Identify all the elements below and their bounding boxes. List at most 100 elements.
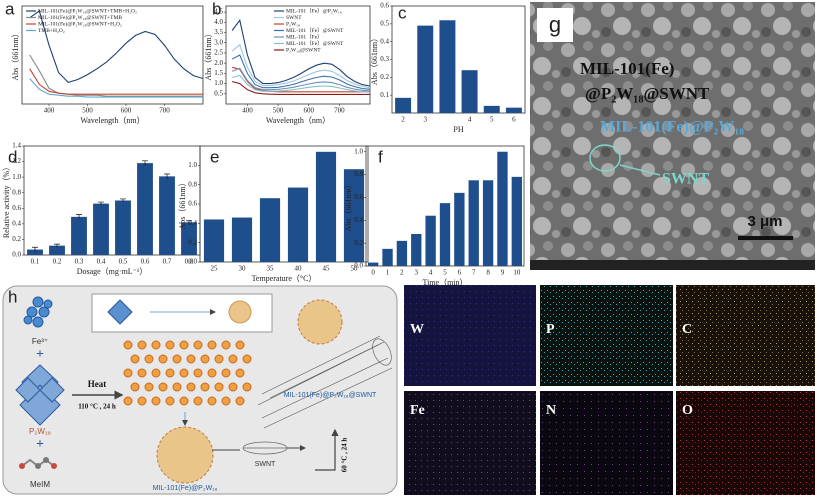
- y-tick-label: 1.5: [214, 69, 223, 77]
- sem-footer: [530, 260, 815, 270]
- y-axis-label: Abs（661nm）: [344, 180, 353, 231]
- lattice-node: [200, 354, 210, 364]
- lattice-node: [235, 396, 245, 406]
- lattice-node: [193, 396, 203, 406]
- chart: f Time（min） Abs（661nm） 0.0 0.2 0.4 0.6 0.8 1.0 0 1…: [344, 145, 525, 287]
- lattice-node: [151, 340, 161, 350]
- lattice-node: [151, 368, 161, 378]
- lattice-node: [186, 382, 196, 392]
- error-bar: [54, 243, 60, 248]
- lattice-node: [123, 368, 133, 378]
- y-tick-label: 1.2: [12, 157, 21, 165]
- x-tick-label: 50: [351, 265, 359, 273]
- y-axis-label: Abs（661nm）: [204, 29, 213, 80]
- x-tick-label: 10: [513, 269, 521, 277]
- fe-label: Fe³⁺: [32, 337, 48, 346]
- x-tick-label: 600: [121, 107, 132, 115]
- bar: [382, 248, 393, 266]
- x-tick-label: 500: [273, 107, 284, 115]
- bar: [259, 198, 281, 262]
- lattice-node: [207, 368, 217, 378]
- y-tick-label: 4.0: [214, 18, 223, 26]
- legend-label: MIL-101(Fe)@P₂W₁₈@SWNT+TMB+H₂O₂: [38, 7, 137, 14]
- x-tick-label: 0.5: [119, 258, 128, 266]
- plot-frame: [391, 5, 526, 114]
- chart: b Wavelength（nm） Abs（661nm） 0.5 1.0 1.5 2.0 2.5…: [204, 0, 371, 125]
- lattice-node: [179, 340, 189, 350]
- series-line: [29, 68, 203, 95]
- y-tick-label: 0.2: [188, 238, 197, 246]
- y-tick-label: 0.5: [214, 89, 223, 97]
- x-axis-label: Dosage（mg·mL⁻¹）: [77, 267, 148, 276]
- y-tick-label: 0.6: [380, 2, 389, 10]
- eds-label: P: [546, 322, 555, 337]
- x-tick-label: 2: [401, 116, 405, 124]
- product-label: MIL-101(Fe)@P₂W₁₈: [153, 485, 218, 492]
- lattice-node: [172, 354, 182, 364]
- eds-map: [540, 391, 673, 495]
- x-tick-label: 8: [486, 269, 490, 277]
- series-line: [231, 74, 371, 93]
- bar: [468, 180, 479, 266]
- x-tick-label: 0.6: [141, 258, 150, 266]
- y-axis-label: Abs（661nm）: [11, 29, 20, 80]
- lattice-node: [214, 354, 224, 364]
- meim-molecule: [19, 457, 57, 469]
- y-tick-label: 4.5: [214, 8, 223, 16]
- fe-cluster: [23, 296, 53, 328]
- y-tick-label: 0.0: [12, 251, 21, 259]
- series-line: [29, 78, 203, 98]
- mof-lattice: [123, 340, 252, 406]
- plot-frame: [199, 145, 369, 263]
- eds-label: Fe: [410, 403, 425, 418]
- y-tick-label: 0.1: [380, 91, 389, 99]
- series-line: [231, 66, 370, 93]
- y-tick-label: 0.4: [12, 219, 21, 227]
- lattice-node: [137, 368, 147, 378]
- series-line: [231, 80, 370, 95]
- bar: [71, 216, 87, 255]
- x-tick-label: 400: [44, 107, 55, 115]
- y-axis-label: Abs（661nm）: [370, 34, 379, 85]
- series-line: [231, 43, 371, 89]
- y-tick-label: 1.0: [214, 79, 223, 87]
- error-bar: [186, 220, 192, 224]
- x-tick-label: 0.2: [53, 258, 62, 266]
- bar: [461, 70, 478, 113]
- eds-label: W: [410, 322, 424, 337]
- lattice-node: [137, 396, 147, 406]
- bar: [454, 192, 465, 266]
- y-tick-label: 0.6: [354, 193, 363, 201]
- x-tick-label: 6: [458, 269, 462, 277]
- meim-label: MeIM: [30, 480, 50, 489]
- x-tick-label: 600: [303, 107, 314, 115]
- lattice-node: [207, 396, 217, 406]
- lattice-node: [158, 354, 168, 364]
- lattice-node: [158, 382, 168, 392]
- legend-label: MIL-101（Fe）@SWNT: [286, 27, 344, 34]
- x-tick-label: 3: [424, 116, 428, 124]
- bar: [27, 249, 43, 255]
- lattice-node: [193, 368, 203, 378]
- bar: [181, 222, 197, 255]
- y-tick-label: 3.0: [214, 38, 223, 46]
- lattice-node: [214, 382, 224, 392]
- y-tick-label: 0.4: [188, 219, 197, 227]
- sem-title: MIL-101(Fe): [580, 59, 674, 78]
- x-tick-label: 400: [242, 107, 253, 115]
- lattice-node: [165, 340, 175, 350]
- y-tick-label: 0.2: [380, 73, 389, 81]
- bar: [203, 219, 225, 262]
- bar: [231, 217, 253, 262]
- bar: [439, 203, 451, 266]
- eds-map: [404, 391, 536, 495]
- x-axis-label: Wavelength（nm）: [80, 116, 144, 125]
- lattice-node: [228, 382, 238, 392]
- product-label: MIL-101(Fe)@P₂W₁₈@SWNT: [284, 392, 377, 399]
- panel-label: e: [210, 147, 219, 166]
- x-tick-label: 0.1: [31, 258, 40, 266]
- series-line: [231, 19, 371, 87]
- lattice-node: [221, 396, 231, 406]
- chart: e Temperature（°C） Abs（661nm） 0.0 0.2 0.4 0.6 0.…: [178, 145, 369, 283]
